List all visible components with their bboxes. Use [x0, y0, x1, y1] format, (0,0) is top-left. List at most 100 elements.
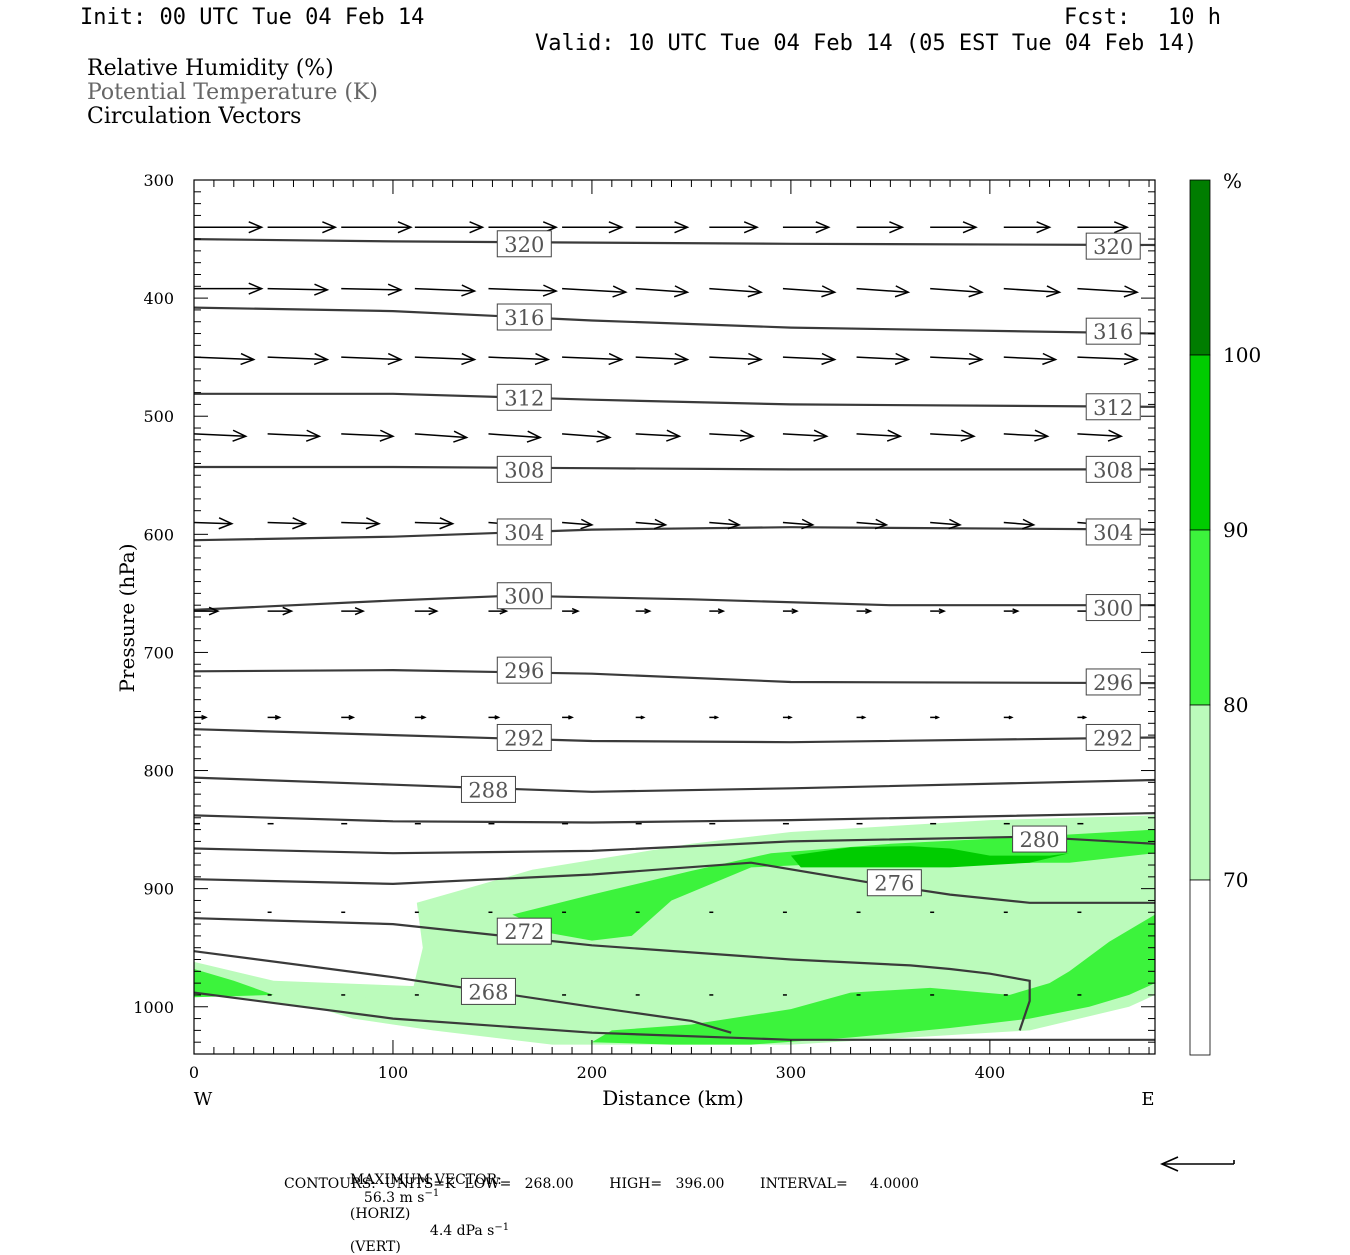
colorbar-level-label: 90: [1223, 518, 1248, 542]
circulation-vector: [782, 433, 827, 438]
vector-head: [596, 430, 612, 443]
vector-head: [861, 715, 867, 720]
vector-head: [461, 284, 477, 297]
vector-head: [397, 221, 413, 234]
vector-head: [968, 285, 984, 298]
contour-label: 296: [504, 659, 544, 683]
contour-label: 300: [1093, 597, 1133, 621]
contour-label-box: [496, 518, 552, 546]
vector-head: [201, 714, 208, 720]
vector-head: [365, 517, 381, 530]
vector-head: [305, 429, 322, 442]
rh-region-80: [194, 969, 274, 998]
vector-head: [568, 715, 574, 720]
circulation-vector: [1003, 356, 1056, 361]
contour-label-box: [496, 383, 552, 411]
vector-head: [1042, 352, 1058, 366]
vector-head: [791, 608, 799, 614]
circulation-vector: [856, 287, 909, 293]
contour-label-box: [496, 723, 552, 751]
vector-head: [469, 221, 485, 234]
theta-contour-304: [194, 526, 1155, 542]
theta-contour-268: [194, 950, 732, 1034]
theta-contour-308: [194, 465, 1155, 471]
vector-head: [1107, 429, 1124, 442]
vector-head: [801, 518, 815, 530]
x-tick-label: 400: [975, 1063, 1006, 1082]
vector-head: [815, 221, 831, 234]
vector-head: [608, 221, 624, 234]
vector-head: [526, 430, 543, 443]
vector-head: [453, 430, 469, 443]
circulation-vector: [856, 356, 909, 361]
vector-head: [248, 282, 264, 295]
vector-head: [1123, 352, 1140, 366]
vector-head: [428, 606, 439, 616]
circulation-vector: [856, 433, 901, 438]
vector-head: [580, 518, 594, 530]
colorbar-level-label: 100: [1223, 343, 1261, 367]
field-potential-temperature: Potential Temperature (K): [87, 80, 378, 105]
vector-head: [1034, 429, 1050, 442]
circulation-vector: [267, 287, 328, 291]
vector-head: [717, 608, 726, 614]
contour-label: 288: [468, 778, 508, 802]
circulation-vector: [341, 287, 401, 291]
vector-head: [282, 606, 294, 616]
vector-head: [934, 715, 941, 720]
vector-head: [534, 352, 551, 366]
vector-head: [461, 352, 477, 366]
vector-head: [962, 221, 978, 234]
contour-label-box: [1085, 723, 1141, 751]
vector-head: [674, 221, 690, 234]
vector-head: [1082, 715, 1088, 720]
vector-head: [889, 221, 905, 234]
contour-label-box: [1085, 232, 1141, 260]
circulation-vector: [1003, 433, 1048, 438]
circulation-vector: [1003, 287, 1060, 293]
vert-tag: (VERT): [349, 1239, 401, 1255]
circulation-vector: [267, 433, 320, 438]
circulation-vector: [635, 521, 666, 526]
circulation-vector: [782, 287, 835, 293]
circulation-vector: [1077, 356, 1138, 361]
x-axis-title: Distance (km): [602, 1086, 744, 1110]
valid-time: Valid: 10 UTC Tue 04 Feb 14 (05 EST Tue …: [535, 31, 1198, 56]
contour-label: 300: [504, 585, 544, 609]
circulation-vector: [194, 356, 254, 361]
circulation-vector: [635, 356, 688, 361]
x-tick-label: 300: [776, 1063, 807, 1082]
vector-head: [938, 608, 947, 614]
circulation-vector: [414, 433, 467, 439]
reference-vector-arrow: [1160, 1156, 1235, 1172]
contour-label: 292: [504, 726, 544, 750]
circulation-vector: [635, 433, 680, 438]
colorbar: % 100 90 80 70: [1189, 169, 1261, 1056]
colorbar-unit: %: [1223, 169, 1242, 193]
y-tick-label: 500: [143, 407, 174, 426]
contour-label: 308: [1093, 458, 1133, 482]
circulation-vector: [562, 356, 622, 361]
vector-head: [232, 429, 248, 442]
vector-head: [747, 285, 763, 298]
theta-contour-272: [194, 917, 1031, 1031]
cross-section-chart: 320 320 316 316 312 312 308 308 304 304 300 300 296 2…: [115, 169, 1261, 1110]
circulation-vector: [341, 433, 393, 438]
y-tick-label: 600: [143, 525, 174, 544]
horiz-tag: (HORIZ): [349, 1205, 411, 1222]
direction-east: E: [1141, 1089, 1154, 1110]
circulation-vector: [635, 287, 688, 293]
rh-region-80: [591, 914, 1155, 1045]
x-tick-label: 100: [378, 1063, 409, 1082]
colorbar-level-label: 80: [1223, 693, 1248, 717]
contour-label: 320: [1093, 235, 1133, 259]
contour-info: CONTOURS: UNITS=K LOW= 268.00 HIGH= 396.…: [284, 1176, 919, 1192]
vector-head: [821, 352, 837, 366]
vector-head: [218, 517, 234, 530]
theta-contour-320: [194, 238, 1155, 247]
max-vector-label: MAXIMUM VECTOR:: [349, 1172, 502, 1188]
contour-label-box: [1085, 317, 1141, 345]
circulation-vector: [488, 433, 541, 439]
colorbar-band: [1189, 354, 1211, 531]
field-circulation-vectors: Circulation Vectors: [87, 104, 302, 129]
